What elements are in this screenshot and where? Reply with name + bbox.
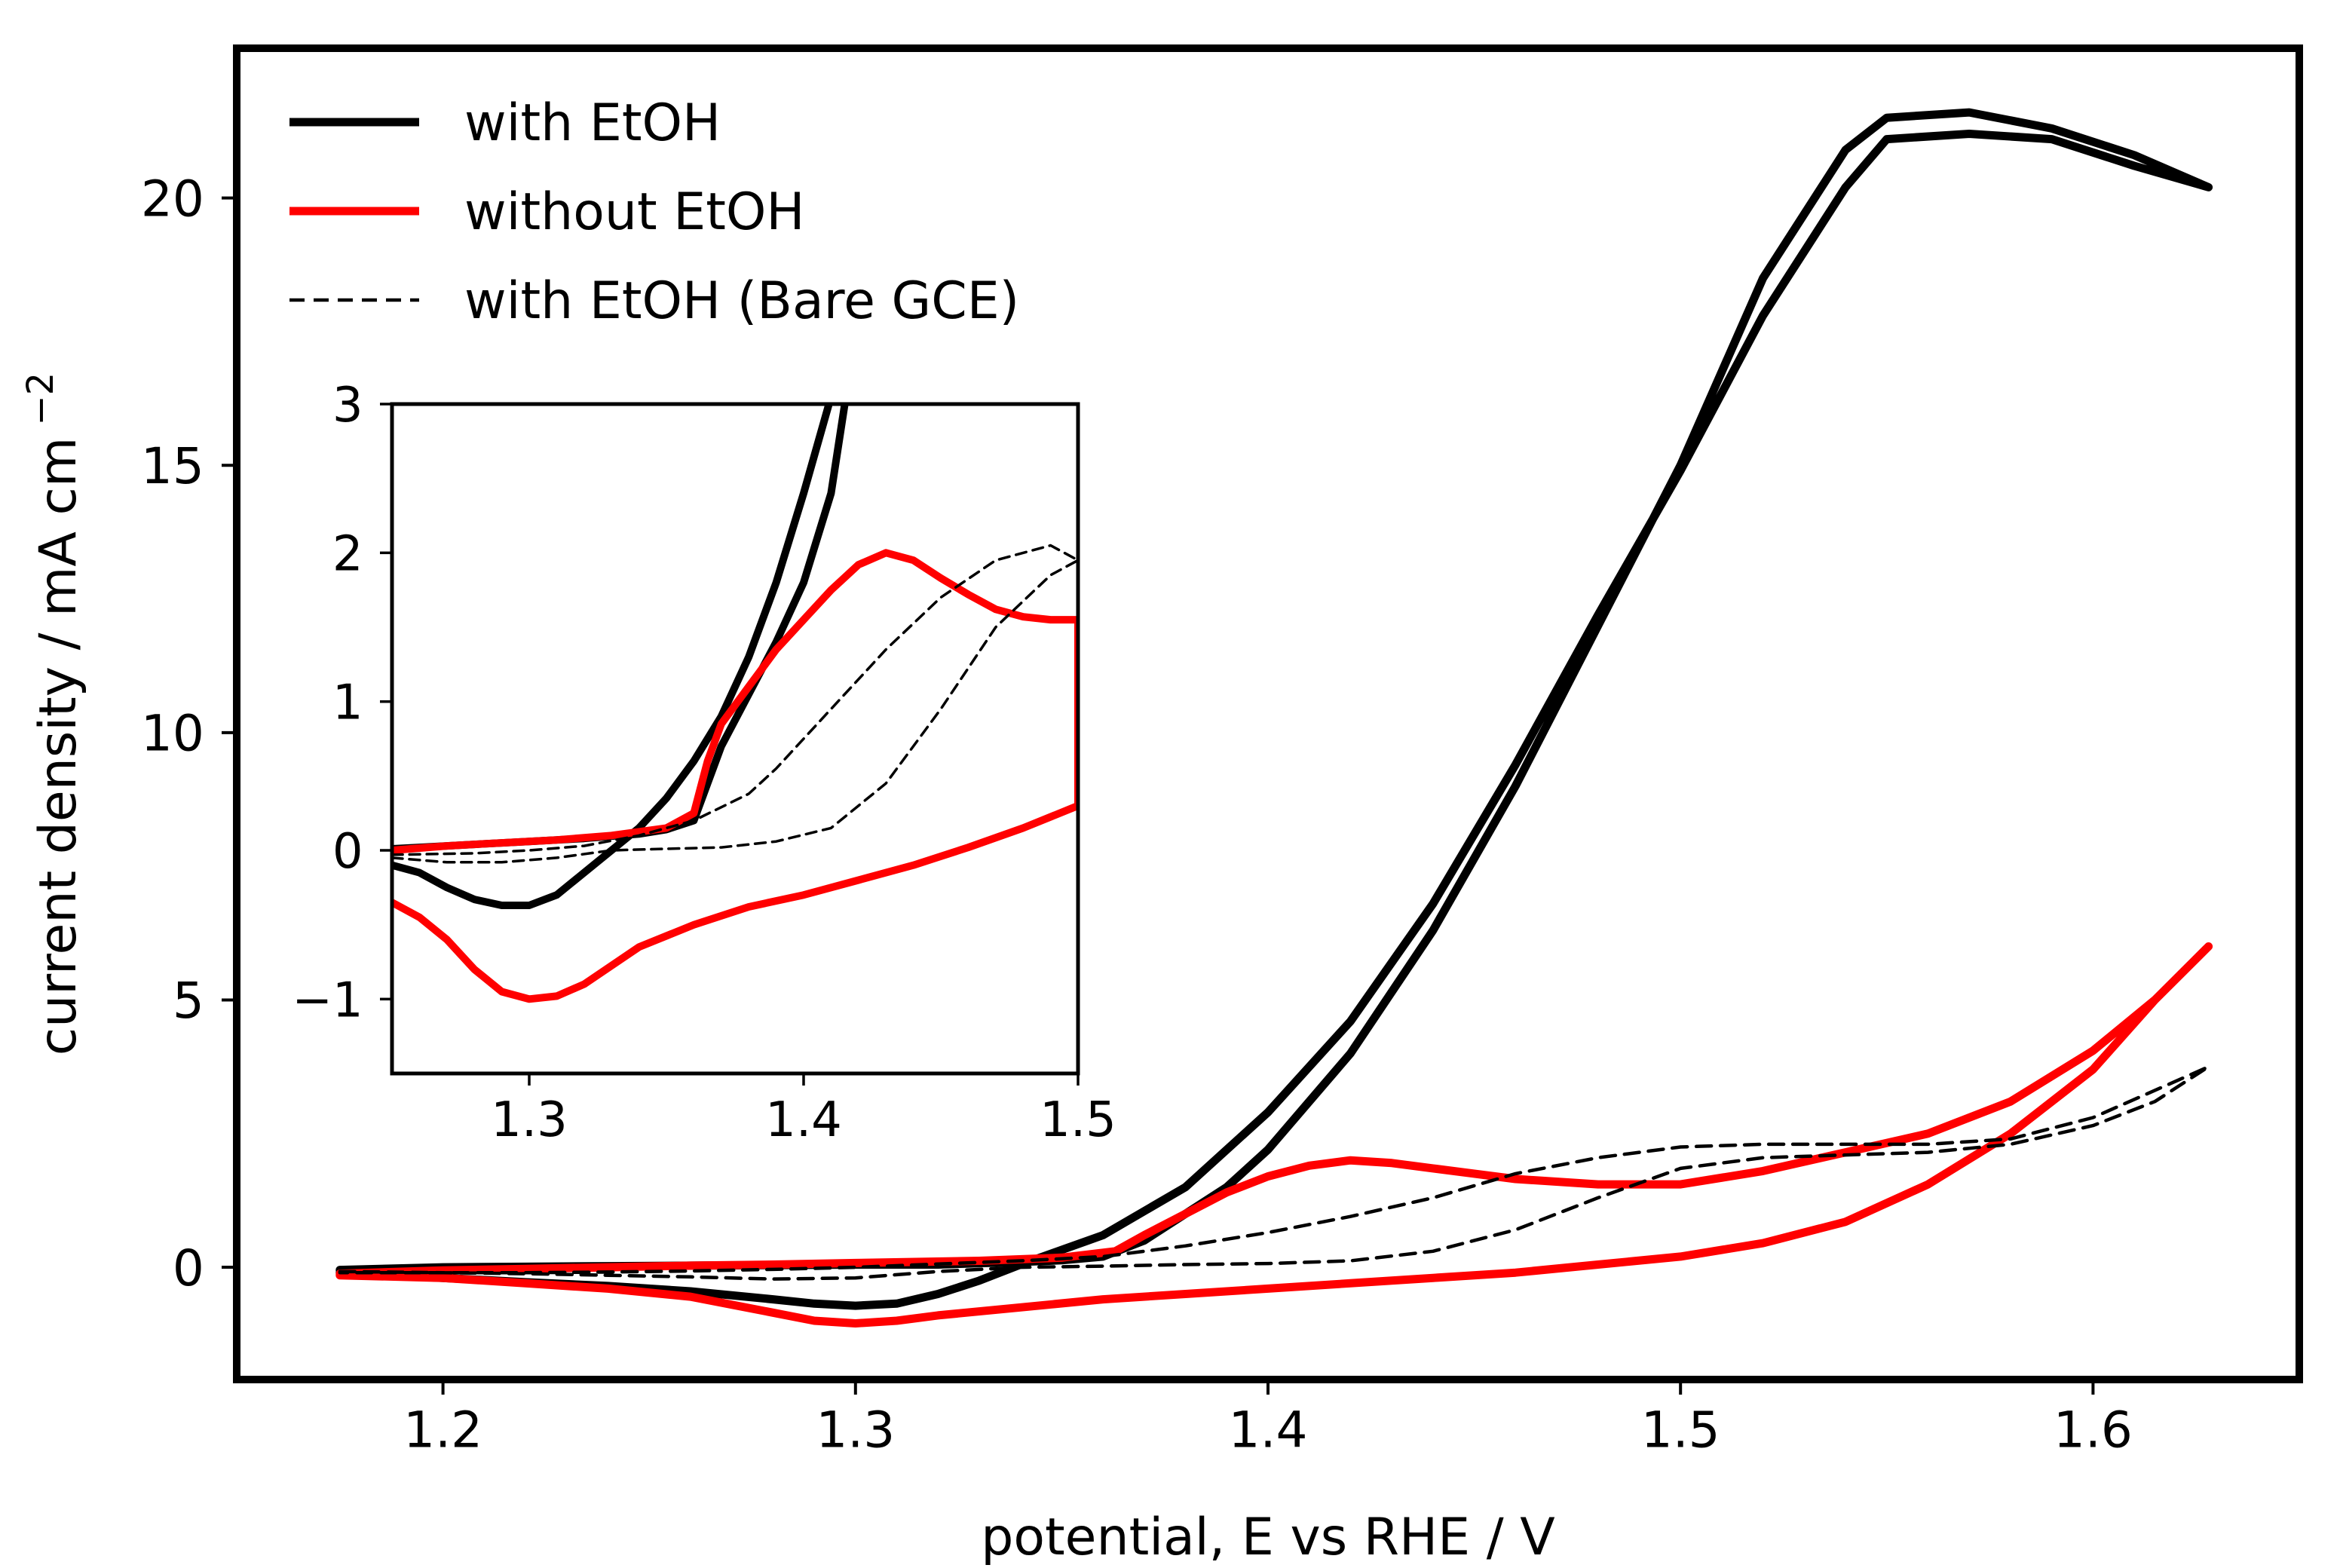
inset-chart-y-tick-label: −1: [292, 972, 363, 1028]
main-chart-y-tick-label: 0: [173, 1239, 204, 1297]
legend-label: without EtOH: [464, 182, 805, 242]
main-chart-y-axis-label: current density / mA cm −2: [20, 372, 88, 1055]
inset-chart-y-tick-label: 2: [332, 526, 363, 582]
y-axis-label-exponent: −2: [20, 372, 62, 437]
inset-chart-x-tick-label: 1.4: [765, 1092, 842, 1148]
main-chart-series-with-etoh-bare-gce: [338, 1064, 2210, 1281]
main-chart-y-tick-label: 20: [141, 170, 204, 228]
main-chart-series-group: [335, 108, 2213, 1328]
main-chart-x-tick-label: 1.3: [816, 1401, 895, 1459]
y-axis-label-text: current density / mA cm: [29, 437, 88, 1055]
main-chart-x-tick-label: 1.6: [2054, 1401, 2133, 1459]
inset-chart-series-group: [392, 404, 1078, 1003]
legend-label: with EtOH: [464, 93, 721, 153]
inset-chart-y-tick-label: 1: [332, 675, 363, 731]
main-chart-y-tick-label: 15: [141, 437, 204, 495]
legend: with EtOH without EtOH with EtOH (Bare GCE…: [289, 93, 1019, 331]
inset-chart-plot-area: [392, 404, 1078, 1073]
main-chart-x-tick-label: 1.2: [403, 1401, 482, 1459]
inset-chart-frame: [390, 402, 1080, 1076]
inset-chart-x-tick-label: 1.3: [491, 1092, 568, 1148]
main-chart-y-tick-label: 10: [141, 705, 204, 763]
inset-chart: 1.3 1.4 1.5 −1 0 1 2 3: [292, 378, 1116, 1148]
main-chart-series-without-etoh: [335, 942, 2213, 1328]
inset-chart-series-without-etoh: [392, 549, 1078, 1003]
legend-label: with EtOH (Bare GCE): [464, 271, 1019, 331]
main-chart-x-tick-label: 1.5: [1641, 1401, 1720, 1459]
inset-chart-x-tick-label: 1.5: [1040, 1092, 1116, 1148]
inset-chart-y-tick-label: 3: [332, 378, 363, 433]
inset-chart-series-with-etoh-bare-gce: [392, 544, 1078, 864]
main-chart-y-tick-label: 5: [173, 972, 204, 1030]
inset-chart-y-tick-label: 0: [332, 824, 363, 880]
main-chart-x-axis-label: potential, E vs RHE / V: [981, 1508, 1555, 1567]
main-chart-x-tick-label: 1.4: [1229, 1401, 1308, 1459]
